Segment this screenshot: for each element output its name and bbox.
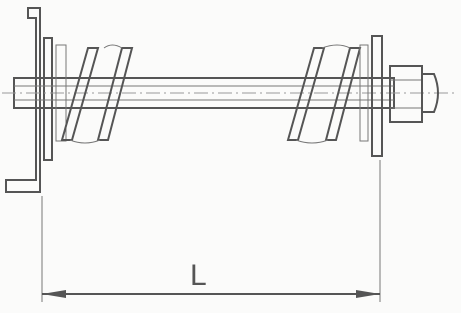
washer-and-nut	[372, 36, 438, 156]
dimension: L	[42, 160, 380, 302]
drawing: L	[0, 0, 461, 313]
left-spring	[56, 45, 132, 143]
dimension-label: L	[190, 259, 207, 292]
right-spring	[288, 45, 368, 143]
